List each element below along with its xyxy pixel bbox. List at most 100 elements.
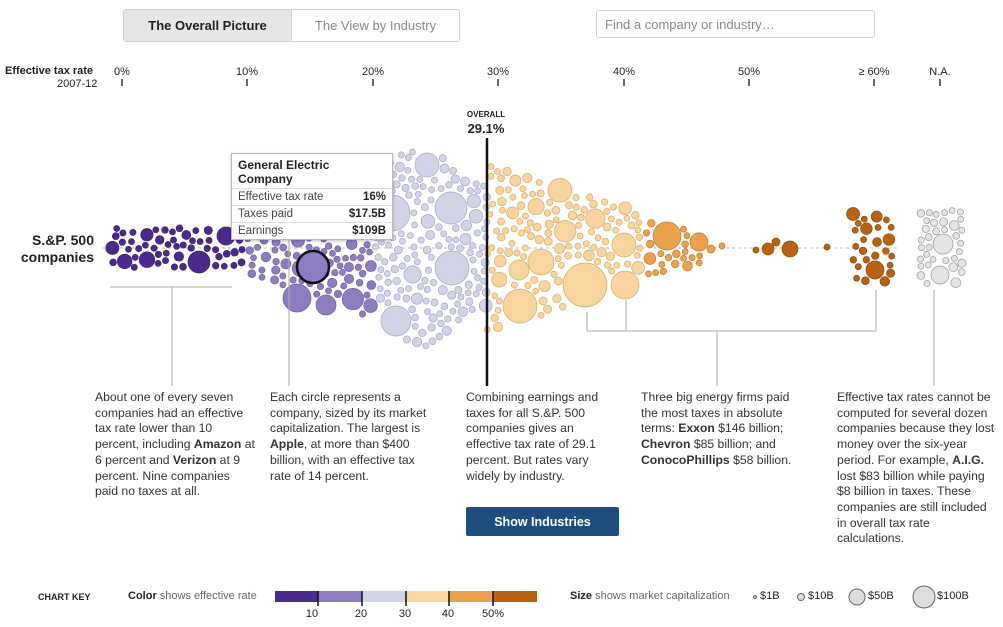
company-bubble — [441, 325, 452, 336]
company-bubble — [695, 259, 703, 267]
company-bubble — [478, 244, 486, 252]
company-bubble — [363, 298, 378, 313]
axis-tick-label: N.A. — [929, 66, 951, 78]
show-industries-button[interactable]: Show Industries — [466, 507, 619, 536]
company-bubble — [422, 245, 432, 255]
size-key-10b: $10B — [808, 590, 834, 602]
company-bubble — [916, 255, 924, 263]
company-bubble — [939, 217, 949, 227]
company-bubble — [521, 244, 529, 252]
company-bubble — [238, 246, 246, 254]
company-bubble — [128, 238, 135, 245]
company-bubble — [696, 252, 704, 260]
company-bubble — [552, 216, 560, 224]
company-bubble — [475, 284, 483, 291]
company-bubble — [874, 224, 882, 231]
company-bubble — [205, 236, 213, 244]
tooltip-row-value: $109B — [352, 225, 386, 237]
company-bubble — [565, 201, 573, 209]
company-bubble — [554, 255, 562, 263]
company-bubble — [436, 310, 444, 318]
company-bubble — [672, 249, 681, 258]
company-bubble — [401, 183, 410, 192]
company-bubble — [647, 219, 656, 228]
company-bubble — [519, 185, 527, 193]
company-bubble — [393, 293, 401, 301]
tooltip-row-value: $17.5B — [348, 208, 386, 220]
tab-view-by-industry[interactable]: The View by Industry — [292, 10, 459, 41]
company-bubble — [272, 257, 280, 266]
company-bubble — [189, 237, 196, 245]
company-bubble — [504, 248, 513, 257]
company-bubble — [574, 242, 582, 250]
company-bubble — [140, 228, 154, 242]
company-bubble — [377, 266, 385, 273]
company-bubble — [279, 243, 288, 252]
company-bubble — [164, 241, 172, 248]
tab-overall-picture[interactable]: The Overall Picture — [124, 10, 292, 41]
search-input[interactable] — [596, 10, 875, 38]
company-bubble — [248, 261, 256, 269]
company-bubble — [862, 256, 870, 264]
company-bubble — [538, 280, 551, 293]
color-key-swatch — [493, 591, 537, 602]
company-bubble — [179, 263, 187, 271]
company-bubble — [509, 193, 517, 201]
company-bubble — [496, 297, 503, 305]
company-bubble — [530, 275, 539, 284]
company-bubble — [607, 215, 615, 223]
company-bubble — [949, 220, 960, 231]
company-bubble — [924, 261, 932, 269]
company-bubble — [380, 305, 412, 337]
company-bubble — [517, 229, 525, 237]
company-bubble — [551, 205, 561, 215]
company-bubble — [688, 254, 696, 262]
company-bubble — [398, 262, 406, 270]
company-bubble — [942, 257, 950, 264]
company-bubble — [344, 273, 354, 284]
company-bubble — [574, 251, 582, 259]
annotation-not-available: Effective tax rates cannot be computed f… — [837, 390, 995, 546]
axis-tick-label: 10% — [235, 66, 259, 78]
company-bubble — [411, 221, 418, 229]
company-bubble — [410, 243, 418, 251]
company-bubble — [440, 230, 448, 238]
company-bubble — [853, 274, 860, 282]
company-bubble — [203, 244, 211, 252]
company-bubble — [652, 269, 659, 276]
company-bubble — [854, 220, 862, 227]
company-bubble — [428, 337, 437, 345]
company-bubble — [430, 279, 437, 286]
company-bubble — [406, 232, 414, 239]
company-bubble — [872, 237, 882, 247]
company-bubble — [438, 154, 447, 163]
company-bubble — [366, 280, 377, 290]
company-bubble — [161, 226, 169, 234]
company-bubble — [431, 176, 438, 184]
company-bubble — [258, 266, 266, 274]
company-bubble — [445, 236, 453, 243]
company-bubble — [633, 252, 641, 259]
company-bubble — [333, 289, 342, 299]
company-bubble — [558, 302, 567, 311]
company-bubble — [152, 226, 160, 234]
company-bubble — [608, 267, 616, 275]
company-bubble — [575, 222, 582, 229]
company-bubble — [858, 246, 868, 255]
company-bubble — [384, 299, 392, 307]
axis-tick-label: 30% — [486, 66, 510, 78]
company-bubble — [585, 208, 606, 229]
company-bubble — [511, 281, 518, 289]
company-bubble — [435, 332, 444, 341]
company-bubble — [173, 243, 180, 250]
company-bubble — [428, 186, 435, 193]
company-bubble — [941, 226, 948, 234]
company-bubble — [416, 176, 424, 183]
chart-key-title: CHART KEY — [38, 592, 91, 602]
company-bubble — [659, 267, 667, 275]
company-bubble — [289, 276, 297, 284]
company-bubble — [181, 230, 192, 240]
company-bubble — [781, 240, 799, 258]
group-label-line1: S.&P. 500 — [31, 232, 94, 248]
company-bubble — [119, 229, 127, 237]
